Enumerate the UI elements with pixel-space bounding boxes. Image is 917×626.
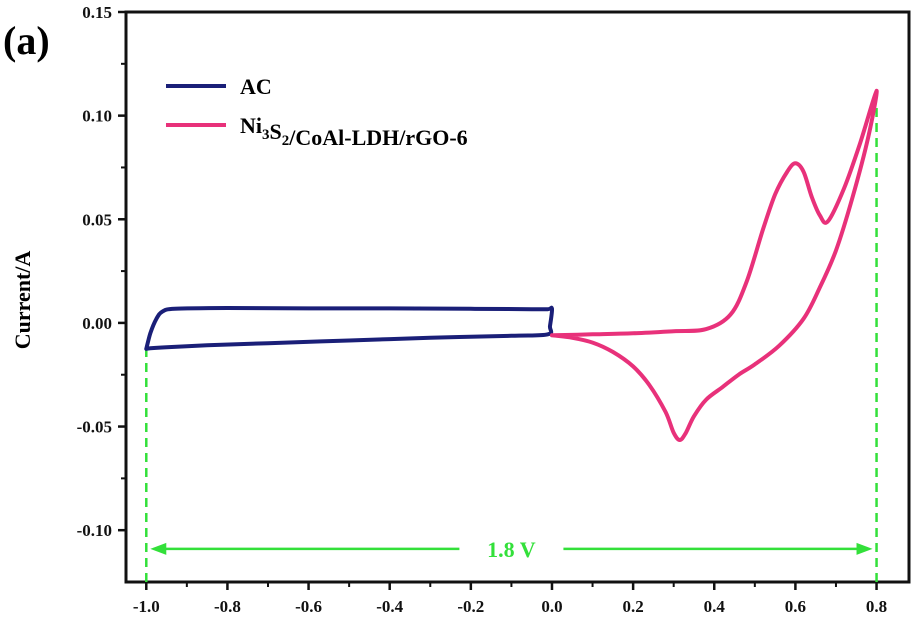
x-tick-label: -0.6	[295, 597, 322, 616]
plot-border	[124, 10, 911, 584]
y-tick-label: -0.05	[77, 418, 112, 437]
x-tick-label: -1.0	[133, 597, 160, 616]
y-tick-label: 0.15	[82, 3, 112, 22]
series-ni3s2-curve	[550, 88, 879, 442]
x-tick-label: 0.8	[866, 597, 887, 616]
voltage-window-guides: 1.8 V	[145, 105, 878, 582]
x-tick-label: 0.0	[541, 597, 562, 616]
legend-label-ni3s2: Ni3S2/CoAl-LDH/rGO-6	[240, 113, 468, 150]
legend: AC Ni3S2/CoAl-LDH/rGO-6	[166, 74, 468, 150]
x-tick-label: 0.4	[704, 597, 726, 616]
legend-label-ac: AC	[240, 74, 272, 99]
y-tick-label: -0.10	[77, 521, 112, 540]
y-axis-title: Current/A	[10, 251, 35, 350]
x-tick-label: 0.2	[622, 597, 643, 616]
series-layer	[144, 88, 879, 442]
x-tick-label: -0.4	[376, 597, 403, 616]
arrow-head-left	[150, 542, 167, 555]
x-axis-ticks: -1.0 -0.8 -0.6 -0.4 -0.2 0.0 0.2 0.4 0.6 0.8	[133, 582, 887, 616]
x-tick-label: 0.6	[785, 597, 806, 616]
series-ac-curve	[144, 305, 555, 351]
y-tick-label: 0.10	[82, 107, 112, 126]
x-tick-label: -0.2	[457, 597, 484, 616]
voltage-window-label: 1.8 V	[487, 537, 536, 562]
y-axis-ticks: 0.15 0.10 0.05 0.00 -0.05 -0.10	[77, 3, 126, 540]
plot-frame	[124, 10, 911, 584]
y-tick-label: 0.05	[82, 210, 112, 229]
arrow-head-right	[856, 542, 873, 555]
x-tick-label: -0.8	[214, 597, 241, 616]
panel-label: (a)	[3, 18, 50, 63]
y-tick-label: 0.00	[82, 314, 112, 333]
